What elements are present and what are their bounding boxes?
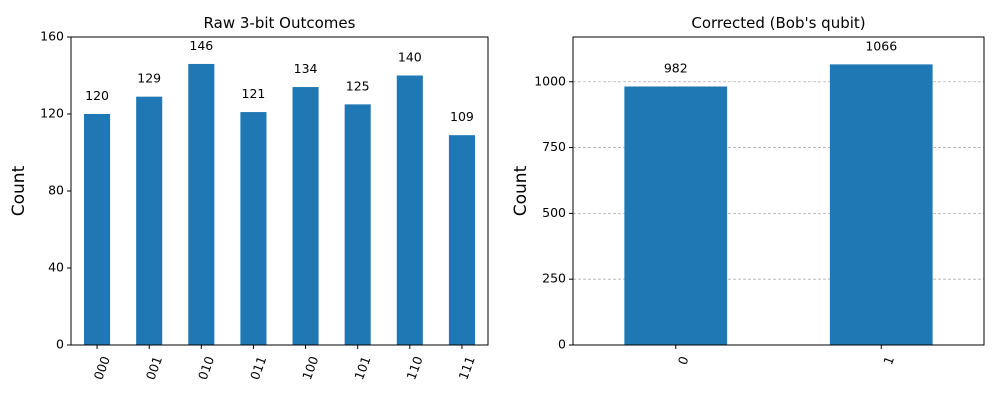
y-tick-label: 500: [542, 205, 566, 220]
plot-frame: [572, 36, 985, 346]
y-tick-label: 750: [542, 139, 566, 154]
corrected-qubit-chart: Corrected (Bob's qubit) Count 9820106610…: [511, 14, 985, 367]
y-tick-label: 40: [48, 260, 64, 275]
x-tick-label: 101: [351, 354, 373, 382]
x-tick-label: 001: [143, 354, 165, 382]
data-label: 146: [189, 38, 213, 53]
bar: [292, 87, 319, 346]
x-tick-label: 000: [91, 354, 113, 382]
y-axis-label: Count: [9, 165, 29, 216]
data-label: 982: [664, 60, 688, 75]
bar: [396, 75, 423, 345]
data-label: 120: [85, 88, 109, 103]
y-tick-label: 80: [48, 183, 64, 198]
bar: [344, 104, 371, 345]
plot-frame: [70, 36, 489, 346]
x-tick-label: 011: [247, 354, 269, 382]
bar: [240, 112, 267, 345]
bar: [624, 86, 728, 345]
bar: [136, 96, 163, 345]
data-label: 1066: [865, 38, 897, 53]
data-label: 109: [450, 109, 474, 124]
data-label: 125: [346, 78, 370, 93]
bar: [829, 64, 933, 345]
x-tick-label: 0: [675, 354, 692, 367]
chart-title: Raw 3-bit Outcomes: [204, 14, 356, 32]
chart-title: Corrected (Bob's qubit): [691, 14, 865, 32]
x-tick-label: 100: [299, 354, 321, 382]
data-label: 129: [137, 71, 161, 86]
x-tick-label: 111: [456, 354, 478, 382]
y-tick-label: 160: [40, 29, 64, 44]
x-tick-label: 110: [403, 354, 425, 382]
y-tick-label: 0: [558, 337, 566, 352]
bar: [84, 114, 111, 345]
bar: [188, 63, 215, 345]
data-label: 134: [294, 61, 318, 76]
data-label: 140: [398, 50, 422, 65]
data-label: 121: [242, 86, 266, 101]
bar: [448, 135, 475, 345]
y-axis-label: Count: [511, 165, 531, 216]
raw-outcomes-chart: Raw 3-bit Outcomes Count 120 000 129 001 146…: [9, 14, 489, 382]
y-tick-label: 1000: [534, 73, 566, 88]
x-tick-label: 1: [880, 354, 897, 367]
x-tick-label: 010: [195, 354, 217, 382]
y-tick-label: 250: [542, 271, 566, 286]
y-tick-label: 0: [56, 337, 64, 352]
y-tick-label: 120: [40, 106, 64, 121]
